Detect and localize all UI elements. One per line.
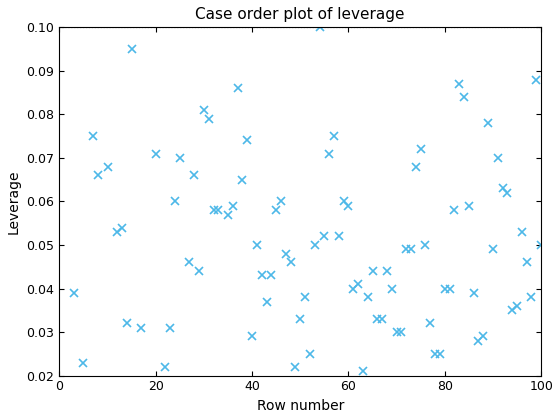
- Reference Line: [56, 25, 63, 30]
- Leverage: [360, 369, 366, 374]
- Leverage: [330, 134, 337, 139]
- Leverage: [316, 25, 323, 30]
- Leverage: [71, 290, 77, 295]
- Y-axis label: Leverage: Leverage: [7, 169, 21, 234]
- Leverage: [374, 317, 381, 322]
- Leverage: [538, 242, 544, 247]
- Reference Line: [61, 25, 68, 30]
- Leverage: [456, 81, 463, 87]
- Line: Leverage: Leverage: [69, 23, 545, 375]
- Leverage: [234, 86, 241, 91]
- Leverage: [239, 177, 246, 182]
- Leverage: [90, 134, 96, 139]
- Title: Case order plot of leverage: Case order plot of leverage: [195, 7, 405, 22]
- X-axis label: Row number: Row number: [256, 399, 344, 413]
